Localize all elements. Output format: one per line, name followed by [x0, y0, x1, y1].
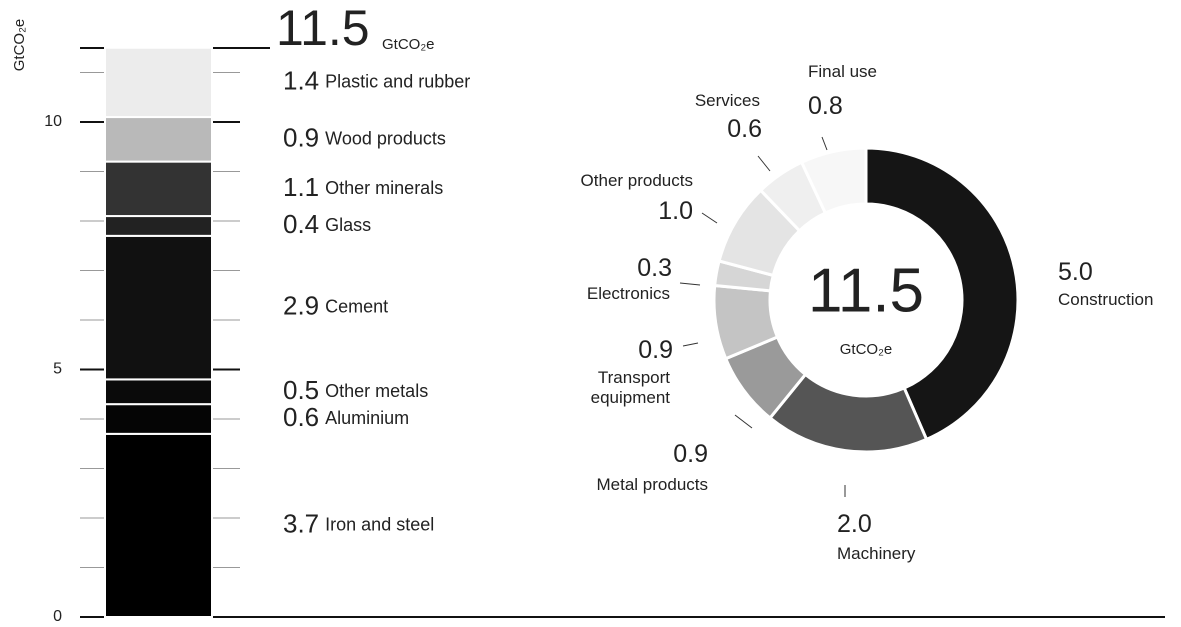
slice-value: 1.0 — [658, 197, 693, 225]
total-value: 11.5 — [276, 0, 370, 56]
segment-label: 0.4 Glass — [283, 209, 371, 239]
leader-line — [821, 136, 828, 151]
segment-label: 0.6 Aluminium — [283, 402, 409, 432]
segment-value: 0.6 — [283, 402, 319, 432]
slice-name: Final use — [808, 62, 877, 81]
leader-line — [679, 282, 701, 286]
segment-label: 2.9 Cement — [283, 291, 388, 321]
y-tick-label: 0 — [53, 608, 62, 625]
segment-label: 1.1 Other minerals — [283, 172, 443, 202]
slice-value: 0.9 — [638, 336, 673, 364]
slice-name: Transport equipment — [590, 368, 670, 407]
bar-segment — [104, 160, 213, 218]
slice-name: Other products — [580, 171, 693, 190]
segment-value: 1.4 — [283, 65, 319, 95]
slice-value: 0.6 — [727, 115, 762, 143]
y-tick-label: 10 — [44, 113, 62, 130]
slice-name: Services — [694, 91, 760, 110]
segment-name: Other metals — [325, 381, 428, 401]
slice-value: 5.0 — [1058, 258, 1093, 286]
segment-name: Plastic and rubber — [325, 71, 470, 91]
bar-segment — [104, 116, 213, 163]
segment-name: Wood products — [325, 128, 446, 148]
slice-name: Construction — [1058, 290, 1154, 309]
bar-segment — [104, 432, 213, 618]
segment-name: Aluminium — [325, 408, 409, 428]
segment-name: Iron and steel — [325, 514, 434, 534]
leader-line — [701, 212, 718, 224]
bar-segment — [104, 234, 213, 381]
bar-segment — [104, 215, 213, 237]
segment-label: 3.7 Iron and steel — [283, 508, 434, 538]
y-axis-label: GtCO₂e — [11, 19, 28, 72]
donut-slice — [864, 146, 1020, 442]
segment-value: 3.7 — [283, 508, 319, 538]
segment-label: 1.4 Plastic and rubber — [283, 65, 470, 95]
y-tick-label: 5 — [53, 361, 62, 378]
segment-name: Glass — [325, 215, 371, 235]
bar-segment — [104, 403, 213, 435]
segment-value: 1.1 — [283, 172, 319, 202]
leader-line — [757, 155, 771, 172]
slice-value: 0.9 — [673, 440, 708, 468]
leader-line — [734, 414, 753, 429]
segment-value: 0.4 — [283, 209, 319, 239]
leader-line — [682, 342, 699, 347]
segment-value: 0.5 — [283, 375, 319, 405]
donut-total: 11.5 — [808, 256, 924, 325]
segment-value: 0.9 — [283, 122, 319, 152]
slice-value: 0.3 — [637, 254, 672, 282]
segment-label: 0.5 Other metals — [283, 375, 428, 405]
segment-value: 2.9 — [283, 291, 319, 321]
segment-name: Other minerals — [325, 178, 443, 198]
bar-segment — [104, 46, 213, 119]
segment-name: Cement — [325, 296, 388, 316]
slice-name: Machinery — [837, 544, 916, 563]
bar-segment — [104, 378, 213, 406]
slice-value: 2.0 — [837, 510, 872, 538]
donut-slice — [799, 146, 868, 216]
slice-name: Metal products — [596, 475, 709, 494]
donut-total-unit: GtCO₂e — [840, 341, 893, 358]
total-unit: GtCO₂e — [382, 36, 435, 53]
slice-value: 0.8 — [808, 92, 843, 120]
slice-name: Electronics — [586, 284, 670, 303]
segment-label: 0.9 Wood products — [283, 122, 446, 152]
